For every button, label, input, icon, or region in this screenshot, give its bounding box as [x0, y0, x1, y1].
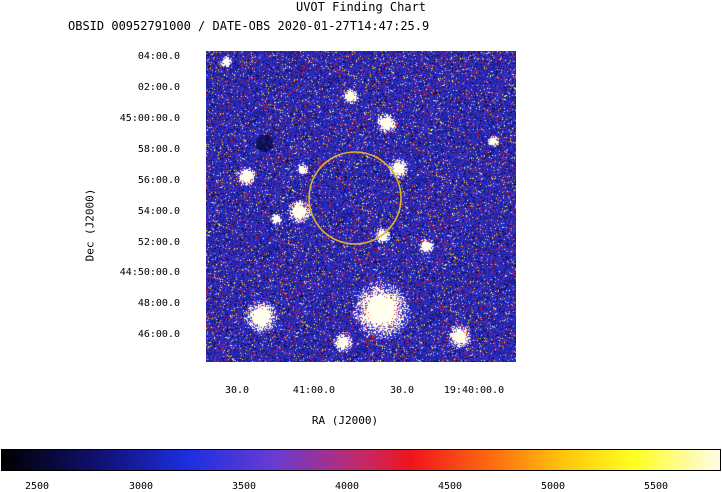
- colorbar-tick-label: 5500: [643, 481, 669, 492]
- colorbar: [1, 449, 721, 471]
- dec-tick-label: 44:50:00.0: [119, 267, 180, 278]
- dec-tick-label: 58:00.0: [137, 144, 180, 155]
- sky-image-canvas: [206, 51, 516, 362]
- ra-tick-label: 30.0: [389, 385, 415, 396]
- dec-tick-label: 56:00.0: [137, 175, 180, 186]
- x-axis-label: RA (J2000): [311, 414, 379, 427]
- dec-tick-label: 48:00.0: [137, 298, 180, 309]
- colorbar-tick-label: 4000: [334, 481, 360, 492]
- ra-tick-label: 19:40:00.0: [443, 385, 505, 396]
- source-region-overlay: [308, 151, 402, 245]
- dec-tick-label: 02:00.0: [137, 82, 180, 93]
- source-region-circle: [308, 151, 402, 245]
- chart-title: UVOT Finding Chart: [295, 0, 427, 14]
- chart-subtitle: OBSID 00952791000 / DATE-OBS 2020-01-27T…: [68, 19, 430, 33]
- ra-tick-label: 41:00.0: [292, 385, 336, 396]
- ra-tick-label: 30.0: [224, 385, 250, 396]
- colorbar-tick-label: 5000: [540, 481, 566, 492]
- sky-image: [206, 51, 516, 362]
- dec-tick-label: 46:00.0: [137, 329, 180, 340]
- dec-tick-label: 52:00.0: [137, 237, 180, 248]
- colorbar-tick-label: 2500: [24, 481, 50, 492]
- dec-tick-label: 04:00.0: [137, 51, 180, 62]
- y-axis-label: Dec (J2000): [83, 188, 97, 262]
- dec-tick-label: 54:00.0: [137, 206, 180, 217]
- dec-tick-label: 45:00:00.0: [119, 113, 180, 124]
- colorbar-tick-label: 3500: [231, 481, 257, 492]
- colorbar-tick-label: 3000: [128, 481, 154, 492]
- colorbar-tick-label: 4500: [437, 481, 463, 492]
